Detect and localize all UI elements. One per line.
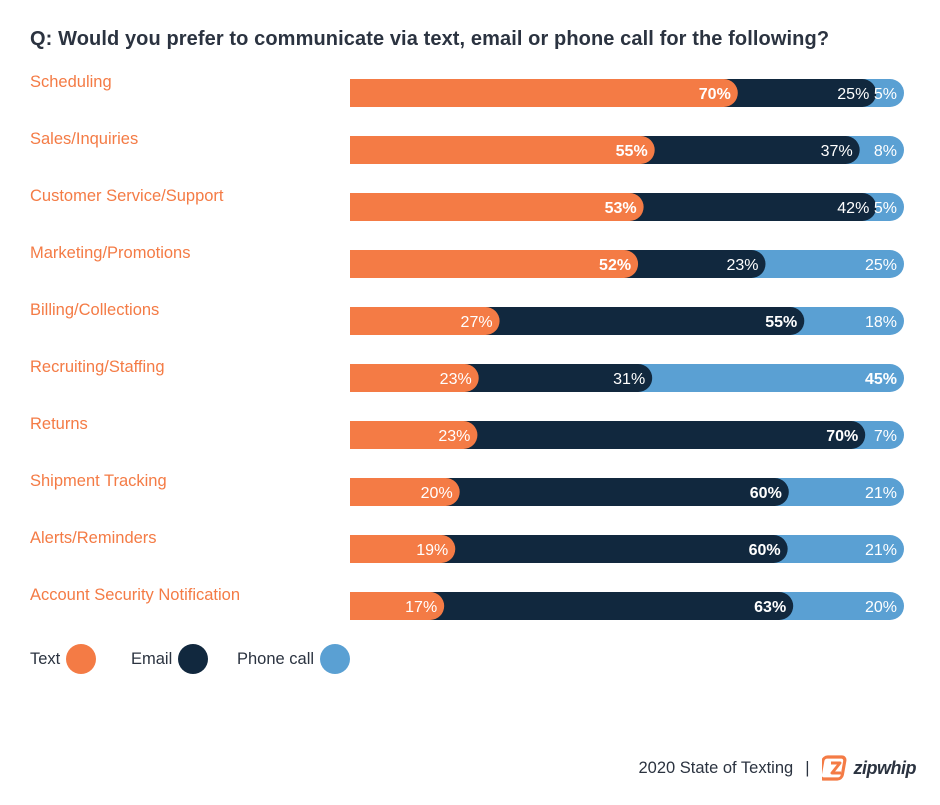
legend-label-phone: Phone call — [237, 649, 315, 668]
data-label-text-sales-inquiries: 55% — [616, 143, 648, 160]
bar-email-account-security-notification — [350, 592, 794, 620]
bar-email-returns — [350, 421, 866, 449]
data-label-text-billing-collections: 27% — [461, 314, 493, 331]
chart-title: Q: Would you prefer to communicate via t… — [30, 28, 830, 50]
legend-label-email: Email — [131, 649, 173, 668]
bar-text-shipment-tracking — [350, 478, 460, 507]
category-label-shipment-tracking: Shipment Tracking — [30, 472, 167, 490]
data-label-phone-call-marketing-promotions: 25% — [865, 257, 897, 274]
zipwhip-logo-icon — [818, 754, 850, 782]
data-label-phone-call-billing-collections: 18% — [865, 314, 897, 331]
bar-text-recruiting-staffing — [350, 364, 479, 392]
category-label-returns: Returns — [30, 415, 88, 433]
footer-separator: | — [805, 758, 810, 777]
footer: 2020 State of Texting | zipwhip — [638, 754, 916, 782]
data-label-text-returns: 23% — [438, 428, 470, 445]
brand-name: zipwhip — [853, 757, 917, 778]
data-label-email-account-security-notification: 63% — [754, 599, 786, 616]
legend-swatch-email — [178, 644, 209, 674]
data-label-phone-call-shipment-tracking: 21% — [865, 485, 897, 502]
data-label-email-scheduling: 25% — [837, 86, 869, 103]
bar-email-shipment-tracking — [350, 478, 789, 507]
category-label-sales-inquiries: Sales/Inquiries — [30, 130, 139, 148]
category-label-customer-service-support: Customer Service/Support — [30, 187, 224, 205]
legend-label-text: Text — [30, 649, 61, 668]
bar-text-returns — [350, 421, 478, 449]
legend-swatch-phone — [320, 644, 351, 674]
data-label-email-shipment-tracking: 60% — [750, 485, 782, 502]
category-label-billing-collections: Billing/Collections — [30, 301, 160, 319]
data-label-phone-call-account-security-notification: 20% — [865, 599, 897, 616]
legend-item-text: Text — [30, 644, 97, 674]
category-label-alerts-reminders: Alerts/Reminders — [30, 529, 157, 547]
data-label-email-billing-collections: 55% — [765, 314, 797, 331]
bar-text-marketing-promotions — [350, 250, 639, 278]
data-label-email-recruiting-staffing: 31% — [613, 371, 645, 388]
bar-text-scheduling — [350, 79, 738, 107]
data-label-text-account-security-notification: 17% — [405, 599, 437, 616]
data-label-text-customer-service-support: 53% — [605, 200, 637, 217]
data-label-phone-call-scheduling: 5% — [874, 86, 897, 103]
category-label-account-security-notification: Account Security Notification — [30, 586, 241, 604]
data-label-phone-call-customer-service-support: 5% — [874, 200, 897, 217]
bar-text-alerts-reminders — [350, 535, 456, 563]
data-label-phone-call-alerts-reminders: 21% — [865, 542, 897, 559]
data-label-email-marketing-promotions: 23% — [726, 257, 758, 274]
category-label-marketing-promotions: Marketing/Promotions — [30, 244, 191, 262]
bar-email-alerts-reminders — [350, 535, 788, 563]
data-label-text-shipment-tracking: 20% — [421, 485, 453, 502]
category-label-scheduling: Scheduling — [30, 73, 112, 91]
data-label-text-alerts-reminders: 19% — [416, 542, 448, 559]
data-label-text-scheduling: 70% — [699, 86, 731, 103]
data-label-phone-call-returns: 7% — [874, 428, 897, 445]
bar-text-billing-collections — [350, 307, 500, 335]
bar-text-customer-service-support — [350, 193, 644, 221]
stacked-bar-chart: 70% 25% 5% 55% 37% 8% 53% 42% 5% 52% 23% 25% 27% 55% 1… — [350, 79, 904, 620]
data-label-phone-call-sales-inquiries: 8% — [874, 143, 897, 160]
data-label-text-recruiting-staffing: 23% — [440, 371, 472, 388]
data-label-email-customer-service-support: 42% — [837, 200, 869, 217]
bar-text-sales-inquiries — [350, 136, 655, 164]
data-label-email-returns: 70% — [826, 428, 858, 445]
data-label-email-sales-inquiries: 37% — [821, 143, 853, 160]
category-label-recruiting-staffing: Recruiting/Staffing — [30, 358, 165, 376]
data-label-phone-call-recruiting-staffing: 45% — [865, 371, 897, 388]
source-text: 2020 State of Texting — [638, 758, 794, 777]
bar-text-account-security-notification — [350, 592, 445, 620]
brand: zipwhip — [818, 754, 917, 782]
legend-item-phone: Phone call — [237, 644, 351, 674]
data-label-text-marketing-promotions: 52% — [599, 257, 631, 274]
data-label-email-alerts-reminders: 60% — [749, 542, 781, 559]
legend-swatch-text — [66, 644, 97, 674]
legend-item-email: Email — [131, 644, 209, 674]
